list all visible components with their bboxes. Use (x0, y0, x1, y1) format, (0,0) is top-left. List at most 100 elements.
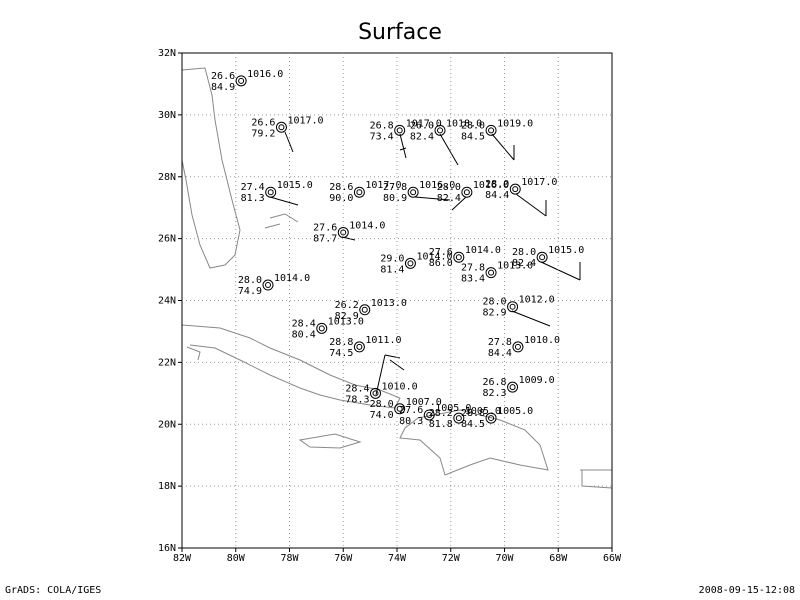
station-inner (488, 415, 495, 422)
x-tick-label: 66W (603, 553, 622, 564)
pressure: 1005.0 (497, 406, 533, 417)
y-tick-label: 16N (158, 543, 176, 554)
y-tick-label: 28N (158, 172, 176, 183)
station-outer (509, 183, 521, 195)
dewpoint: 80.3 (399, 416, 423, 427)
station-outer (353, 341, 365, 353)
pressure: 1016.0 (419, 180, 455, 191)
title: Surface (358, 20, 442, 45)
station-inner (356, 189, 363, 196)
station-inner (278, 124, 285, 131)
station-outer (370, 387, 381, 399)
station-inner (396, 127, 403, 134)
temperature: 28.0 (370, 399, 394, 410)
dewpoint: 74.0 (370, 410, 394, 421)
temperature: 26.8 (370, 120, 394, 131)
x-tick-label: 68W (549, 553, 568, 564)
x-tick-label: 82W (173, 553, 192, 564)
pressure: 1014.0 (349, 220, 385, 231)
y-tick-label: 22N (158, 357, 176, 368)
station-inner (372, 390, 379, 397)
dewpoint: 81.4 (380, 264, 404, 275)
station-outer (453, 251, 465, 263)
station-inner (265, 282, 271, 289)
hispaniola (399, 409, 549, 476)
pressure: 1017.0 (406, 118, 442, 129)
station-outer (485, 124, 497, 136)
station-outer (485, 412, 497, 424)
dewpoint: 74.5 (329, 348, 353, 359)
x-tick-label: 70W (495, 553, 514, 564)
pressure: 1005.0 (465, 406, 501, 417)
station-outer (235, 75, 247, 87)
station-outer (536, 251, 548, 263)
station-inner (426, 411, 433, 418)
station-inner (361, 306, 368, 313)
temperature: 28.0 (461, 120, 485, 131)
dewpoint: 73.4 (370, 131, 394, 142)
temperature: 29.0 (380, 253, 404, 264)
dewpoint: 82.9 (335, 311, 359, 322)
station-inner (463, 189, 470, 196)
pressure: 1013.0 (328, 316, 364, 327)
station-outer (262, 279, 274, 291)
station-outer (507, 301, 519, 313)
temperature: 27.8 (488, 337, 512, 348)
bahamas (264, 213, 299, 229)
station-outer (265, 186, 277, 198)
dewpoint: 81.3 (241, 193, 265, 204)
station-outer (394, 403, 406, 415)
dewpoint: 86.0 (429, 258, 453, 269)
temperature: 26.0 (410, 120, 434, 131)
temperature: 28.0 (485, 179, 509, 190)
temperature: 27.6 (429, 247, 453, 258)
y-tick-label: 20N (158, 419, 176, 430)
station-outer (461, 186, 473, 198)
temperature: 28.2 (429, 408, 453, 419)
station-inner (539, 254, 546, 261)
temperature: 27.4 (241, 182, 265, 193)
dewpoint: 82.9 (482, 308, 506, 319)
temperature: 26.8 (482, 377, 506, 388)
station-inner (455, 254, 462, 261)
station-outer (485, 267, 497, 279)
pressure: 1013.0 (497, 261, 533, 272)
station-inner (340, 229, 347, 236)
dewpoint: 78.3 (345, 394, 369, 405)
station-inner (509, 303, 516, 310)
station-inner (238, 77, 245, 84)
dewpoint: 84.5 (461, 131, 485, 142)
station-outer (359, 304, 371, 316)
pressure: 1012.0 (519, 295, 555, 306)
y-tick-label: 18N (158, 481, 176, 492)
x-tick-label: 74W (388, 553, 407, 564)
dewpoint: 79.2 (251, 128, 275, 139)
coastlines (181, 67, 613, 489)
station-inner (512, 186, 519, 193)
temperature: 27.8 (461, 263, 485, 274)
pressure: 1014.0 (416, 251, 452, 262)
station-inner (488, 127, 495, 134)
pressure: 1015.0 (277, 180, 313, 191)
puerto-rico (580, 469, 613, 489)
pressure: 1010.0 (524, 335, 560, 346)
dewpoint: 84.9 (211, 82, 235, 93)
station-inner (356, 343, 363, 350)
dewpoint: 82.3 (482, 388, 506, 399)
pressure: 1017.0 (287, 115, 323, 126)
temperature: 26.2 (335, 300, 359, 311)
y-tick-label: 26N (158, 234, 176, 245)
temperature: 27.6 (399, 405, 423, 416)
cuba (181, 324, 401, 409)
y-tick-label: 24N (158, 296, 176, 307)
dewpoint: 80.9 (383, 193, 407, 204)
temperature: 28.0 (482, 297, 506, 308)
station-inner (437, 127, 443, 134)
dewpoint: 90.0 (329, 193, 353, 204)
pressure: 1009.0 (519, 375, 555, 386)
station-inner (407, 260, 414, 267)
temperature: 26.6 (251, 117, 275, 128)
dewpoint: 82.4 (410, 131, 434, 142)
pressure: 1016.0 (473, 180, 509, 191)
y-tick-label: 30N (158, 110, 176, 121)
